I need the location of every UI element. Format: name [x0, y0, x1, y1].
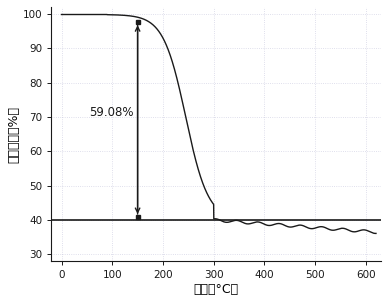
Y-axis label: 质量分数（%）: 质量分数（%） [7, 106, 20, 163]
Text: 59.08%: 59.08% [89, 106, 134, 119]
X-axis label: 温度（°C）: 温度（°C） [194, 283, 239, 296]
